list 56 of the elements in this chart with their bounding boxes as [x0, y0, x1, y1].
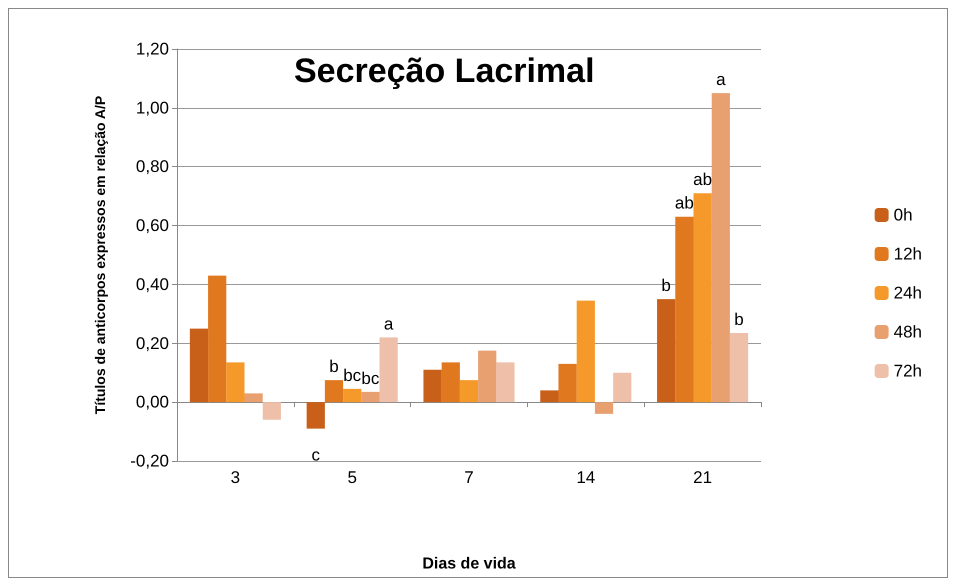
- x-tick-label: 7: [464, 468, 474, 487]
- legend-label: 0h: [894, 206, 913, 224]
- data-label: a: [716, 70, 726, 90]
- y-axis-title: Títulos de anticorpos expressos em relação A/P: [92, 96, 108, 414]
- bar: [675, 216, 694, 402]
- bar: [442, 362, 460, 402]
- bar: [478, 350, 496, 402]
- data-label: c: [312, 446, 321, 465]
- bar: [244, 393, 263, 402]
- bar: [657, 299, 676, 402]
- y-tick-label: 0,00: [136, 392, 169, 412]
- x-tick-label: 5: [347, 468, 357, 487]
- legend-label: 48h: [894, 322, 922, 342]
- data-label: ab: [693, 170, 712, 190]
- bar: [712, 93, 730, 402]
- bar: [730, 332, 748, 402]
- x-tick-label: 3: [230, 468, 240, 487]
- data-label: b: [661, 276, 671, 296]
- y-tick-label: -0,20: [130, 452, 169, 470]
- bar: [343, 388, 362, 402]
- x-tick-label: 14: [576, 468, 596, 487]
- bar: [693, 193, 712, 402]
- bar: [613, 372, 632, 402]
- bar: [190, 328, 208, 402]
- bar: [208, 276, 226, 402]
- bar: [324, 380, 344, 402]
- data-label: a: [384, 314, 394, 334]
- bar: [460, 380, 478, 402]
- bar: [262, 402, 281, 420]
- y-tick-label: 0,80: [136, 157, 169, 176]
- y-tick-label: 1,00: [136, 98, 169, 118]
- y-tick-label: 0,60: [136, 216, 169, 236]
- legend-label: 72h: [894, 362, 922, 380]
- legend-label: 24h: [894, 284, 922, 302]
- bar: [496, 362, 515, 402]
- bar: [361, 392, 380, 402]
- data-label: bc: [343, 366, 362, 385]
- y-tick-label: 0,40: [136, 274, 169, 294]
- bar: [576, 300, 595, 402]
- bar: [423, 370, 442, 402]
- legend-label: 12h: [894, 244, 922, 264]
- bar: [226, 362, 245, 402]
- x-axis-title: Dias de vida: [422, 556, 516, 572]
- data-label: bc: [361, 368, 380, 388]
- y-tick-label: 0,20: [136, 334, 169, 353]
- data-label: ab: [674, 194, 694, 213]
- bar: [594, 402, 614, 414]
- x-tick-label: 21: [693, 468, 712, 487]
- chart-title: Secreção Lacrimal: [294, 52, 595, 90]
- bar: [540, 390, 558, 402]
- y-tick-label: 1,20: [136, 40, 169, 58]
- data-label: b: [329, 357, 339, 376]
- data-label: b: [734, 310, 744, 329]
- bar: [306, 402, 325, 429]
- bar: [558, 364, 577, 402]
- bar: [380, 337, 398, 402]
